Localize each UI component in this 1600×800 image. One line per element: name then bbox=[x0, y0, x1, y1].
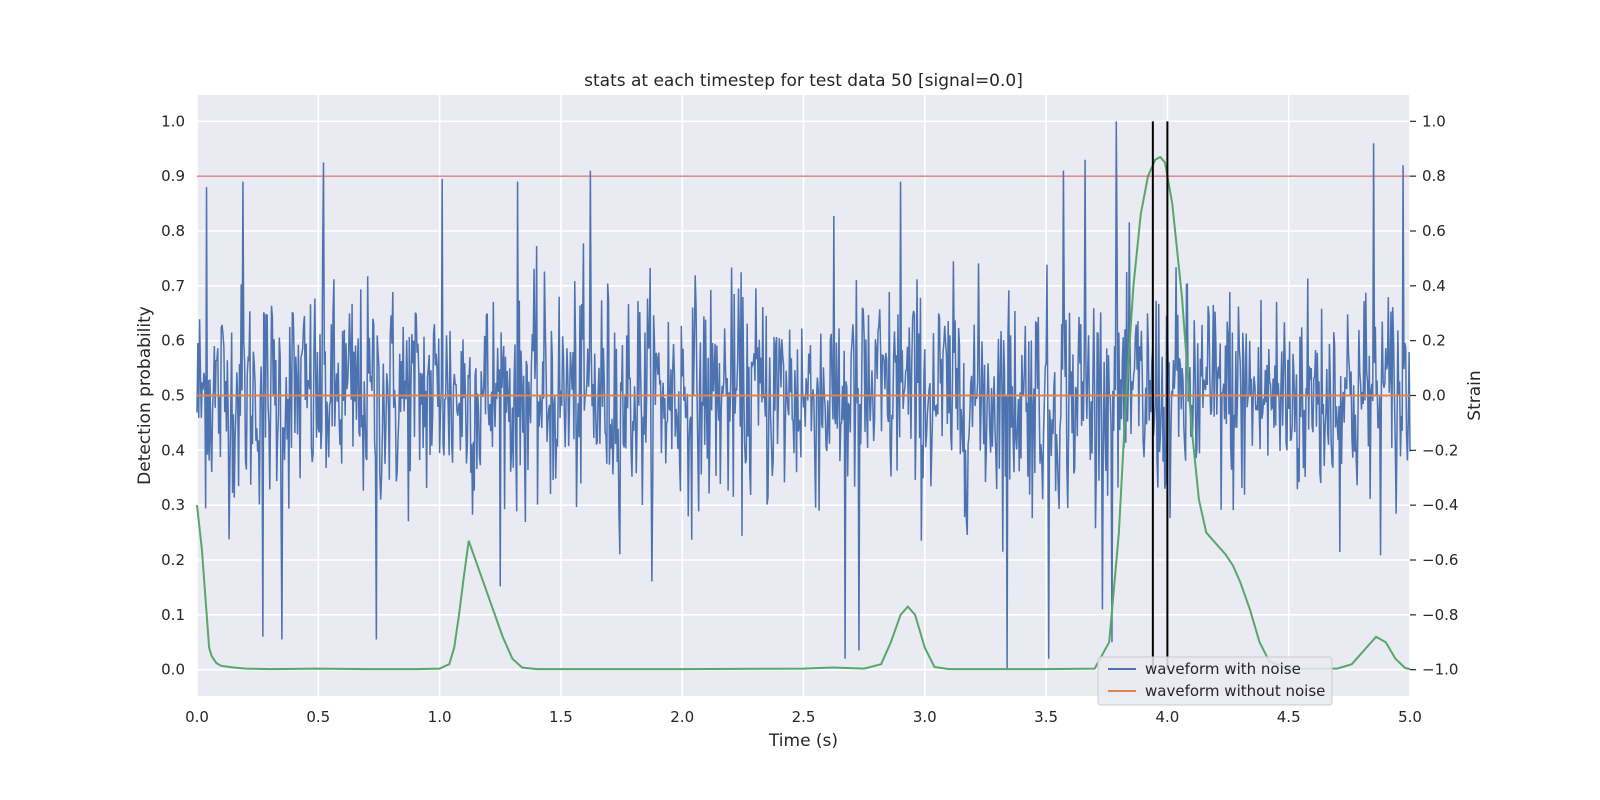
x-tick-label: 1.0 bbox=[428, 708, 452, 726]
legend-label-waveform-with-noise: waveform with noise bbox=[1145, 660, 1301, 678]
chart-title: stats at each timestep for test data 50 … bbox=[584, 71, 1023, 91]
x-tick-label: 0.0 bbox=[185, 708, 209, 726]
y2-tick-label: −1.0 bbox=[1422, 661, 1458, 679]
y2-tick-label: −0.8 bbox=[1422, 606, 1458, 624]
axes: 0.0 0.5 1.0 1.5 2.0 2.5 3.0 3.5 4.0 4.5 5.0 0.0 0.1 0… bbox=[161, 112, 1458, 726]
x-tick-label: 0.5 bbox=[306, 708, 330, 726]
y2-tick-label: 0.2 bbox=[1422, 332, 1446, 350]
y2-tick-label: 0.0 bbox=[1422, 387, 1446, 405]
y2-tick-label: 1.0 bbox=[1422, 112, 1446, 130]
x-tick-label: 4.0 bbox=[1155, 708, 1179, 726]
y-tick-label: 0.1 bbox=[161, 606, 185, 624]
x-tick-label: 1.5 bbox=[549, 708, 573, 726]
y-tick-label: 1.0 bbox=[161, 112, 185, 130]
y-tick-label: 0.4 bbox=[161, 441, 185, 459]
y2-tick-label: 0.6 bbox=[1422, 222, 1446, 240]
y-tick-label: 0.3 bbox=[161, 496, 185, 514]
y2-tick-label: 0.4 bbox=[1422, 277, 1446, 295]
y2-tick-label: −0.6 bbox=[1422, 551, 1458, 569]
y-tick-label: 0.2 bbox=[161, 551, 185, 569]
legend: waveform with noise waveform without noi… bbox=[1097, 656, 1333, 706]
series-detection-probability bbox=[196, 155, 1411, 671]
legend-box bbox=[1097, 656, 1333, 706]
y-tick-label: 0.7 bbox=[161, 277, 185, 295]
x-tick-label: 2.0 bbox=[670, 708, 694, 726]
y-tick-label: 0.6 bbox=[161, 332, 185, 350]
x-tick-label: 3.5 bbox=[1034, 708, 1058, 726]
series-layer bbox=[196, 121, 1411, 671]
x-tick-label: 5.0 bbox=[1398, 708, 1422, 726]
y2-tick-label: 0.8 bbox=[1422, 167, 1446, 185]
y2-axis-label: Strain bbox=[1465, 370, 1485, 420]
x-tick-label: 2.5 bbox=[792, 708, 816, 726]
legend-label-waveform-without-noise: waveform without noise bbox=[1145, 682, 1325, 700]
y-tick-label: 0.9 bbox=[161, 167, 185, 185]
y-tick-label: 0.0 bbox=[161, 661, 185, 679]
y-tick-label: 0.5 bbox=[161, 387, 185, 405]
x-tick-label: 3.0 bbox=[913, 708, 937, 726]
x-tick-label: 4.5 bbox=[1277, 708, 1301, 726]
y-axis-label: Detection probability bbox=[135, 306, 155, 485]
y-tick-label: 0.8 bbox=[161, 222, 185, 240]
reference-lines bbox=[197, 121, 1410, 670]
y2-tick-label: −0.2 bbox=[1422, 441, 1458, 459]
y2-tick-label: −0.4 bbox=[1422, 496, 1458, 514]
x-axis-label: Time (s) bbox=[768, 731, 838, 751]
